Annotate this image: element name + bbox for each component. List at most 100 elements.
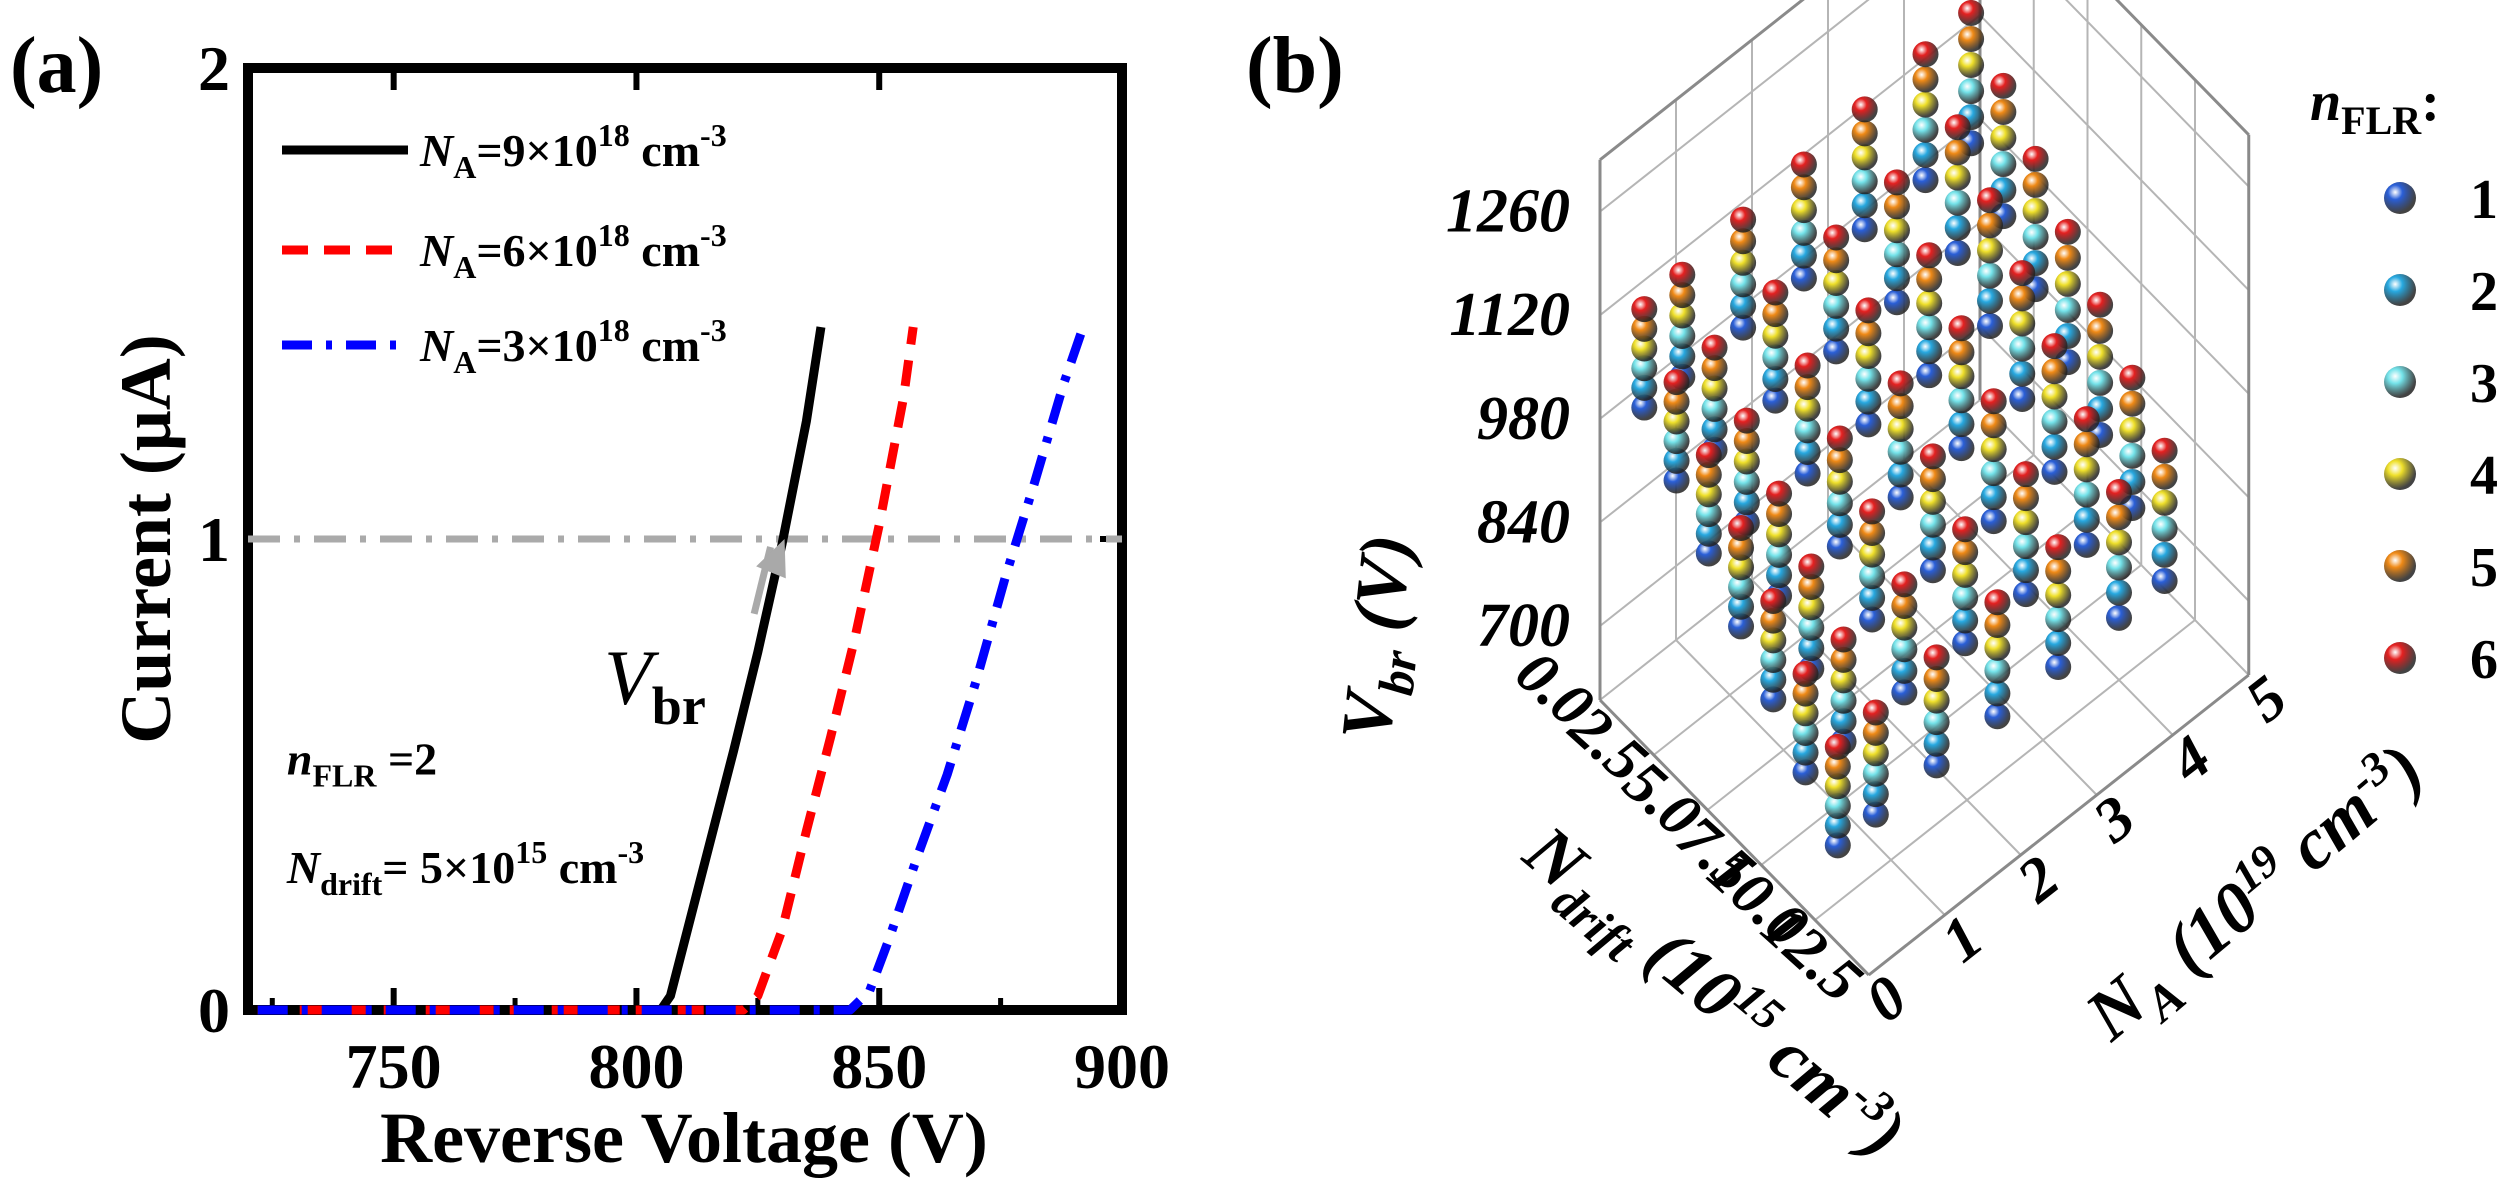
b-point-nflr-5 [1733, 428, 1760, 455]
b-point-nflr-5 [1919, 466, 1946, 493]
b-point-nflr-1 [1923, 752, 1950, 779]
b-point-nflr-2 [1887, 461, 1914, 488]
b-point-nflr-6 [1859, 498, 1886, 525]
b-point-nflr-3 [1923, 709, 1950, 736]
a-vbr-label: Vbr [604, 634, 706, 736]
b-point-nflr-2 [1794, 438, 1821, 465]
b-point-nflr-4 [1977, 237, 2003, 264]
b-point-nflr-6 [2151, 437, 2178, 464]
b-point-nflr-5 [1701, 355, 1728, 382]
b-point-nflr-3 [1824, 792, 1851, 819]
b-point-nflr-4 [1695, 481, 1722, 508]
b-point-nflr-2 [2041, 433, 2068, 460]
b-point-nflr-2 [1798, 635, 1825, 662]
b-point-nflr-2 [1830, 708, 1857, 735]
b-point-nflr-3 [1730, 271, 1757, 298]
b-point-nflr-1 [1794, 460, 1821, 487]
b-point-nflr-3 [1855, 365, 1882, 392]
a-legend: NA=9×1018 cm-3 NA=6×1018 cm-3 NA=3×1018 cm… [282, 117, 727, 380]
b-point-nflr-4 [2054, 270, 2081, 297]
b-point-nflr-3 [1883, 241, 1910, 268]
b-point-nflr-3 [2106, 554, 2132, 581]
b-point-nflr-5 [1851, 120, 1878, 147]
b-point-nflr-4 [1883, 217, 1910, 244]
b-point-nflr-5 [1798, 573, 1825, 600]
b-z-tick-label: 980 [1477, 385, 1570, 453]
b-point-nflr-5 [1977, 212, 2003, 239]
b-point-nflr-2 [1980, 484, 2007, 511]
b-point-nflr-6 [1798, 553, 1825, 580]
b-point-nflr-2 [1631, 374, 1658, 401]
a-series-group [257, 325, 1088, 1015]
b-point-nflr-3 [1891, 636, 1918, 663]
b-point-nflr-3 [1663, 428, 1690, 455]
b-point-nflr-4 [2022, 197, 2049, 224]
a-y-ticks: 0 1 2 [198, 33, 1122, 1046]
b-legend-marker-6 [2384, 642, 2416, 674]
b-point-nflr-3 [1766, 541, 1793, 568]
b-point-nflr-4 [1944, 164, 1971, 191]
b-point-nflr-5 [1859, 520, 1886, 547]
b-point-nflr-2 [1859, 584, 1886, 611]
b-point-nflr-4 [2151, 489, 2178, 516]
b-floor-grid-x [1653, 454, 2035, 756]
b-point-nflr-1 [1823, 338, 1850, 365]
b-point-nflr-4 [2009, 310, 2036, 337]
b-left-grid-h [1599, 118, 1981, 420]
b-point-nflr-5 [1762, 301, 1789, 328]
b-point-nflr-2 [1701, 416, 1728, 443]
b-point-nflr-2 [1823, 315, 1850, 342]
b-point-nflr-1 [1977, 313, 2003, 339]
b-point-nflr-6 [1730, 206, 1757, 233]
b-point-nflr-3 [1916, 314, 1943, 341]
b-point-nflr-3 [1944, 189, 1971, 216]
b-point-nflr-2 [1862, 781, 1889, 808]
b-point-nflr-4 [1948, 363, 1975, 390]
b-point-nflr-6 [2054, 218, 2081, 245]
b-point-nflr-2 [1916, 338, 1943, 365]
b-point-nflr-2 [1663, 447, 1690, 474]
b-point-nflr-5 [1790, 174, 1817, 201]
b-point-nflr-3 [1851, 168, 1878, 195]
b-point-nflr-6 [1919, 443, 1946, 470]
b-z-tick-label: 700 [1477, 592, 1570, 660]
b-point-nflr-4 [2073, 456, 2100, 483]
b-legend-title: nFLR: [2310, 71, 2440, 143]
b-point-nflr-5 [1958, 26, 1985, 52]
b-point-nflr-3 [1948, 387, 1975, 414]
b-point-nflr-4 [1669, 302, 1696, 329]
b-point-nflr-4 [1730, 249, 1757, 276]
b-point-nflr-4 [1916, 290, 1943, 317]
a-series-line-1 [257, 326, 826, 1015]
b-point-nflr-3 [1862, 760, 1889, 787]
b-y-tick-label: 5 [2233, 663, 2299, 736]
b-z-tick-label: 1260 [1446, 178, 1570, 246]
b-point-nflr-5 [1862, 719, 1889, 746]
b-point-nflr-1 [1919, 557, 1946, 584]
b-point-nflr-4 [1923, 687, 1950, 714]
b-y-tick-label: 4 [2157, 723, 2224, 796]
b-point-nflr-3 [1701, 395, 1728, 422]
b-point-nflr-5 [2073, 431, 2100, 458]
b-point-nflr-6 [1701, 334, 1728, 361]
b-point-nflr-6 [2106, 479, 2132, 506]
b-point-nflr-4 [1859, 541, 1886, 568]
b-point-nflr-4 [1952, 561, 1979, 588]
b-legend-label-4: 4 [2470, 445, 2498, 507]
b-point-nflr-2 [1891, 657, 1918, 684]
b-back-grid-h [1979, 14, 2250, 291]
b-point-nflr-5 [1794, 374, 1821, 401]
b-point-nflr-4 [1733, 448, 1760, 475]
b-point-nflr-3 [1728, 574, 1755, 601]
b-point-nflr-2 [1790, 242, 1817, 269]
b-point-nflr-3 [1760, 647, 1787, 674]
b-left-grid-h [1599, 0, 1870, 213]
b-point-nflr-2 [1923, 730, 1950, 757]
panel-b: (b) 700840980112012600.02.55.07.510.012.… [1246, 0, 2498, 1173]
b-point-nflr-5 [2045, 558, 2072, 585]
a-y-tick-label: 1 [198, 504, 230, 575]
b-point-nflr-6 [2012, 461, 2039, 488]
b-point-nflr-3 [1794, 417, 1821, 444]
b-point-nflr-3 [1790, 219, 1817, 246]
b-point-nflr-5 [2106, 504, 2132, 531]
